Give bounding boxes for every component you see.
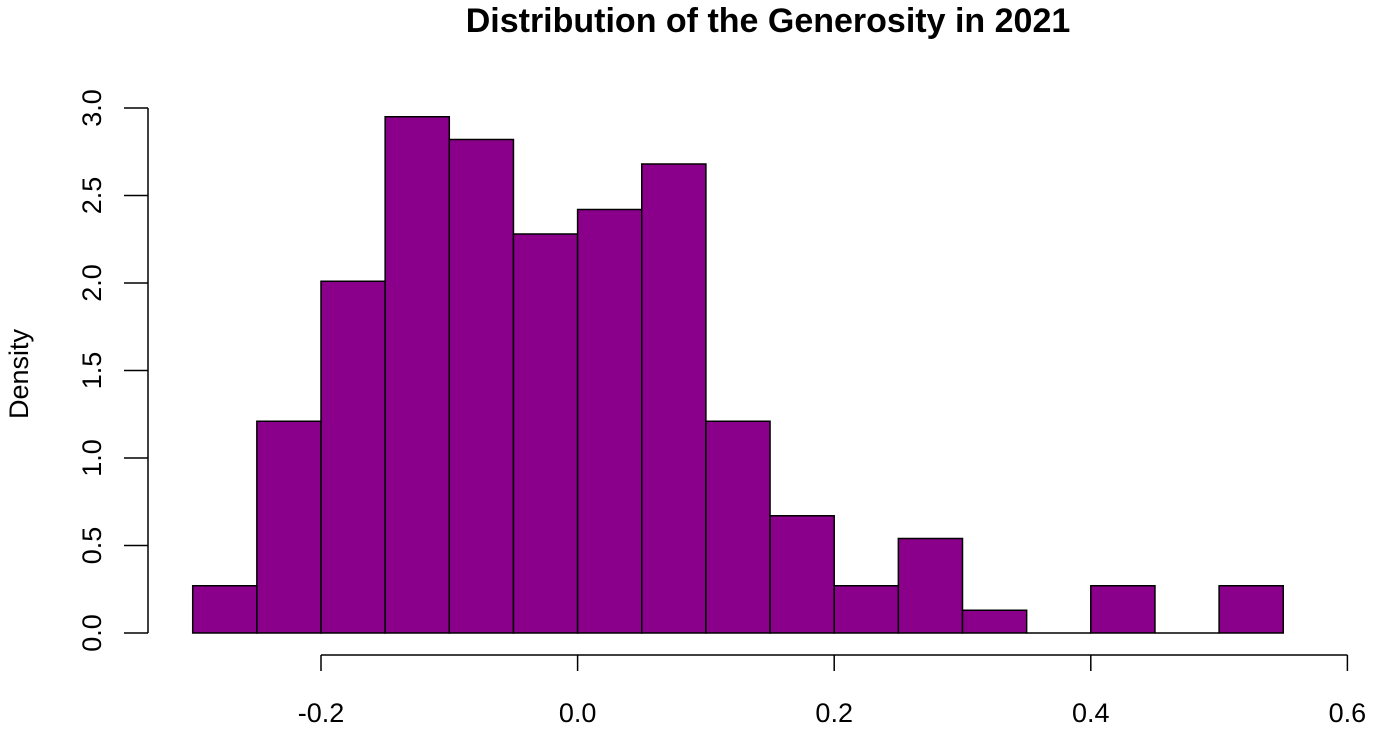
histogram-bar <box>191 585 258 634</box>
x-axis: -0.2 0.0 0.2 0.4 0.6 <box>298 654 1367 728</box>
histogram-bar <box>961 609 1028 634</box>
y-axis: 0.0 0.5 1.0 1.5 2.0 2.5 3.0 <box>77 89 149 652</box>
histogram-bar <box>641 163 707 634</box>
y-tick-label: 2.0 <box>77 264 107 302</box>
histogram-bar <box>833 585 900 634</box>
y-axis-label: Density <box>4 328 34 419</box>
chart-title: Distribution of the Generosity in 2021 <box>466 2 1071 40</box>
y-tick-label: 3.0 <box>77 89 107 127</box>
x-tick-label: -0.2 <box>298 698 345 728</box>
bars-group <box>191 116 1284 634</box>
histogram-bar <box>448 138 515 634</box>
y-tick-label: 0.5 <box>77 527 107 565</box>
x-tick-label: 0.2 <box>815 698 853 728</box>
y-tick-label: 2.5 <box>77 177 107 215</box>
x-tick-label: 0.6 <box>1329 698 1367 728</box>
histogram-bar <box>1090 585 1156 634</box>
x-tick-label: 0.4 <box>1072 698 1110 728</box>
x-tick-label: 0.0 <box>559 698 597 728</box>
y-tick-label: 0.0 <box>77 614 107 652</box>
histogram-bar <box>769 515 835 634</box>
histogram-bar <box>320 280 386 634</box>
histogram-bar <box>1218 585 1284 634</box>
histogram-bar <box>897 537 964 634</box>
histogram-bar <box>256 420 322 634</box>
histogram-bar <box>384 116 451 634</box>
y-tick-label: 1.5 <box>77 352 107 390</box>
histogram-bar <box>705 420 771 634</box>
histogram-bar <box>512 233 579 634</box>
y-tick-label: 1.0 <box>77 439 107 477</box>
histogram-bar <box>576 208 643 634</box>
